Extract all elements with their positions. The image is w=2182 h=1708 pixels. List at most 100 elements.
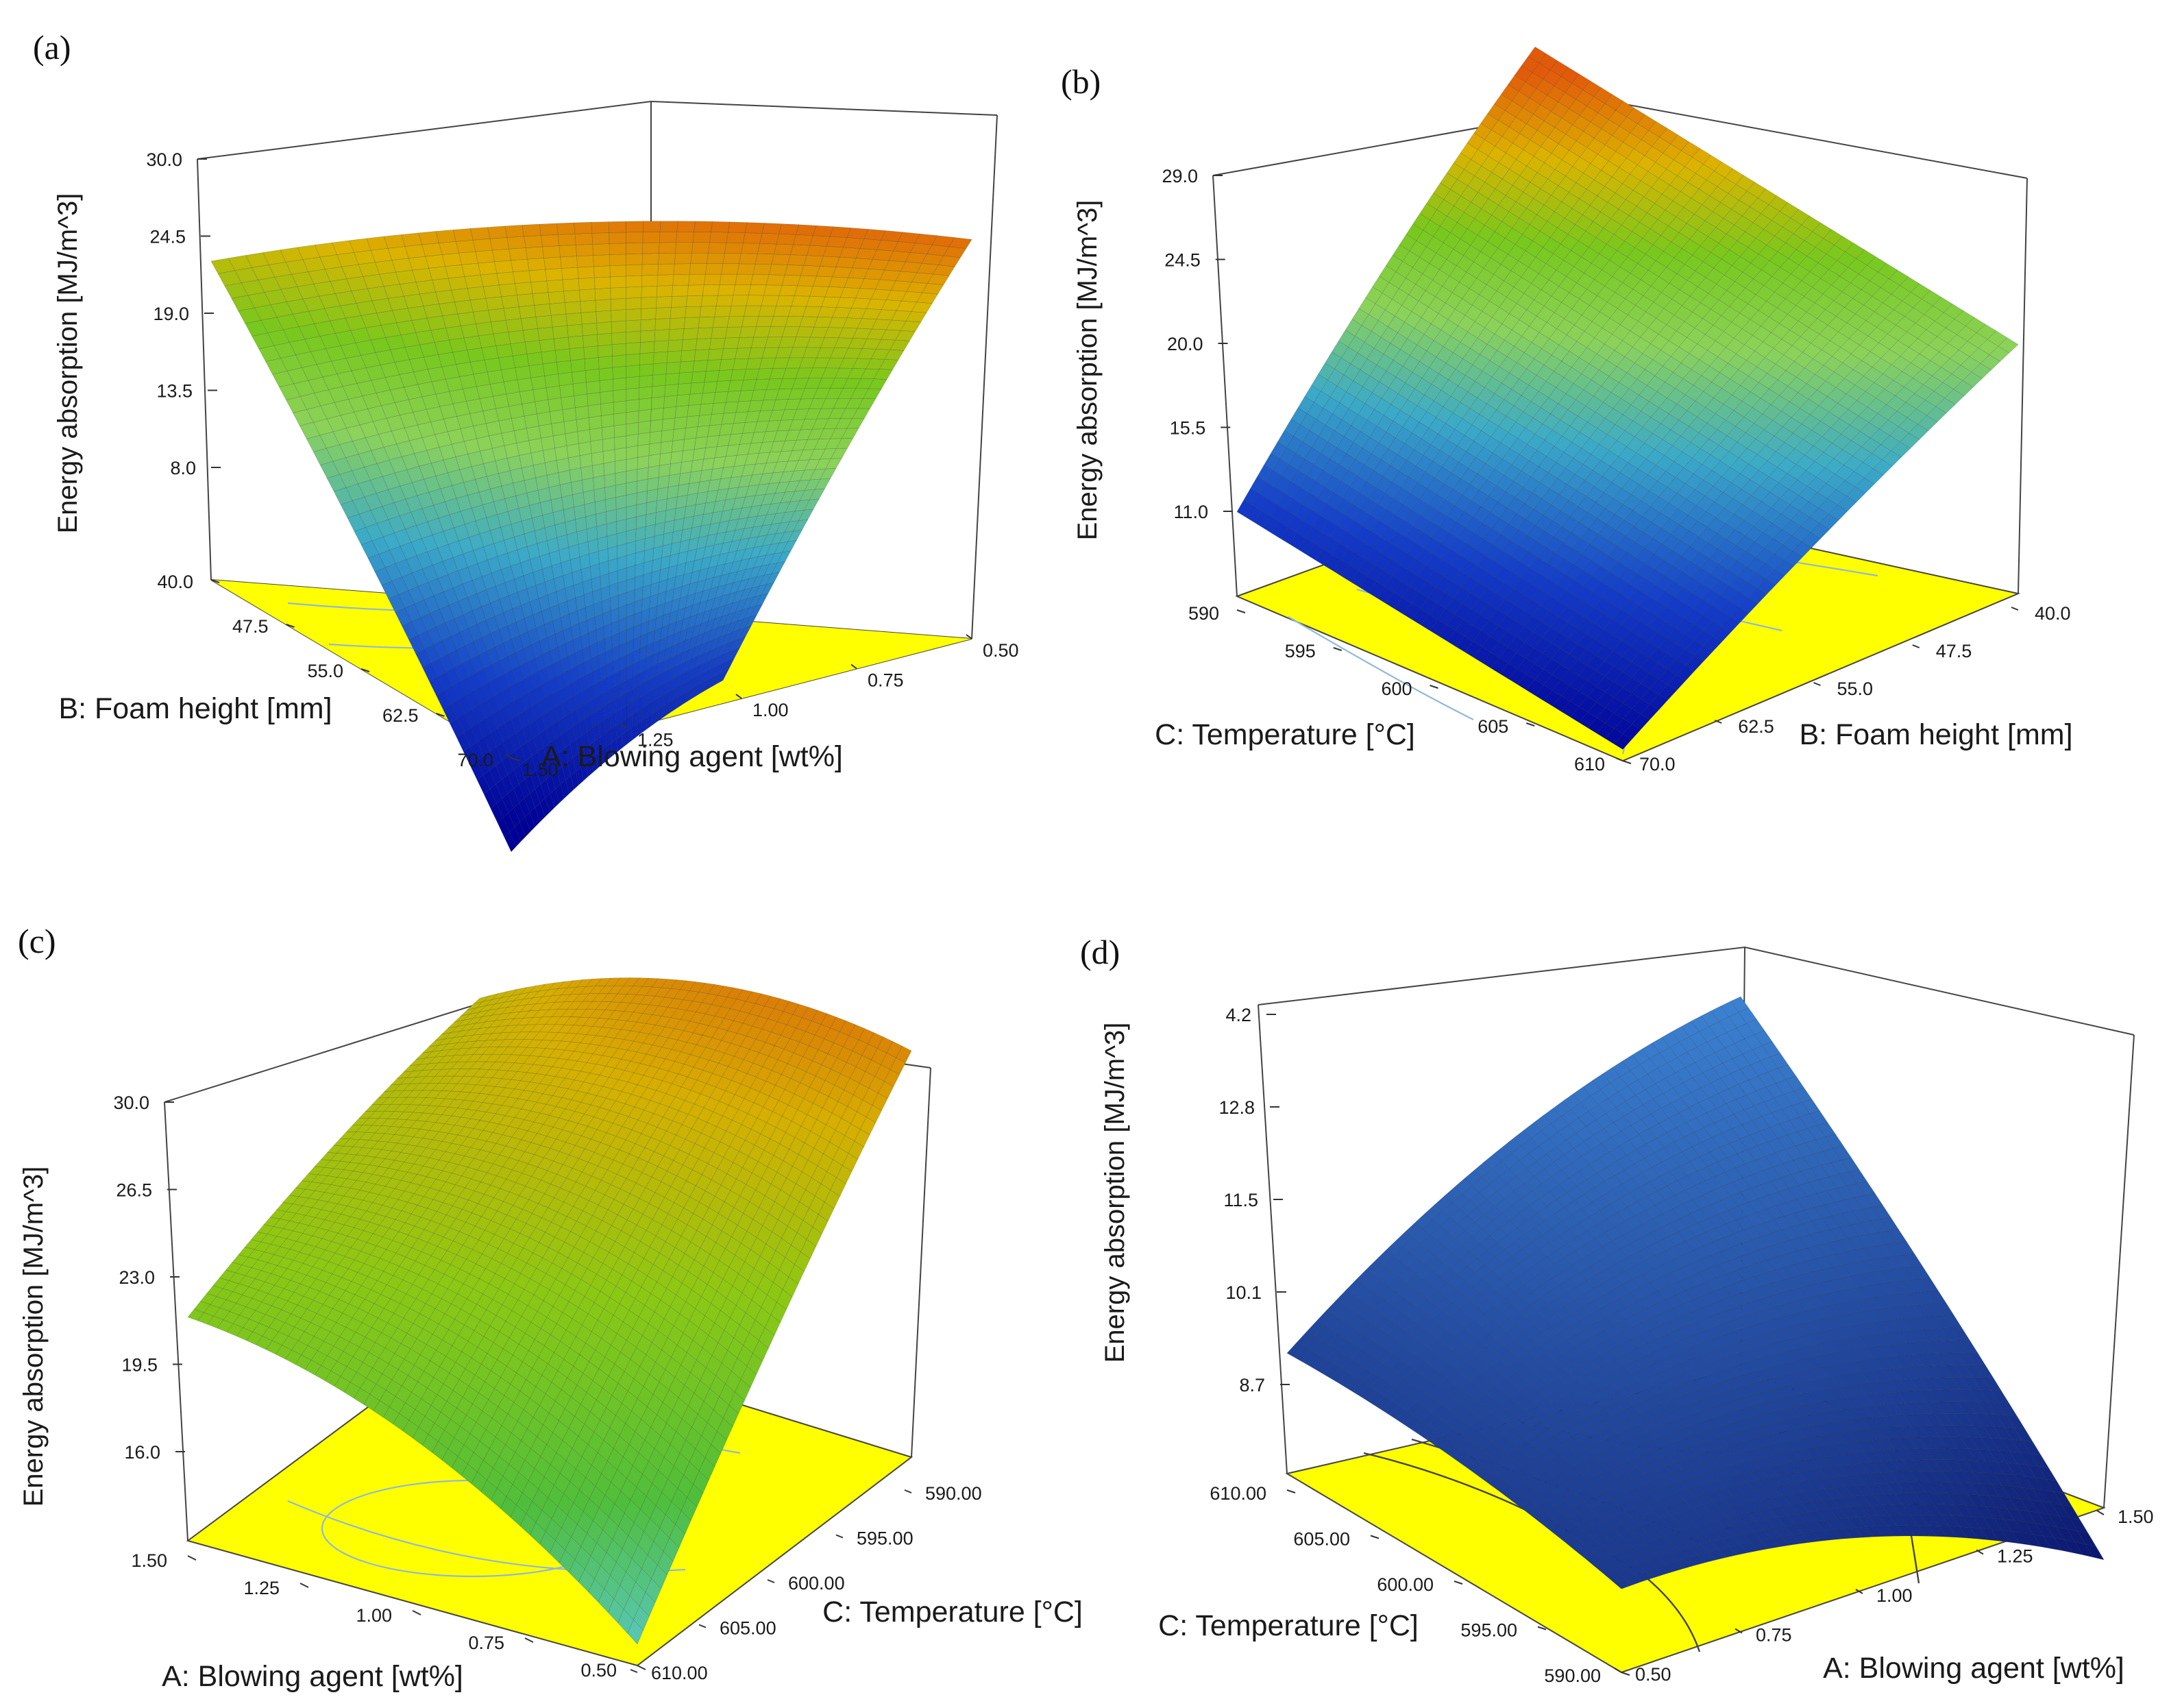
panel-a-surface-cell xyxy=(602,449,615,464)
panel-a-surface-cell xyxy=(593,475,605,490)
panel-a-surface-cell xyxy=(612,354,627,368)
panel-a-surface-cell xyxy=(626,411,639,424)
panel-a-surface-cell xyxy=(626,330,641,344)
panel-a-surface-cell xyxy=(587,404,602,418)
panel-a-surface-cell xyxy=(572,370,587,385)
panel-a-surface-cell xyxy=(659,452,672,466)
panel-a-z-tick-label: 24.5 xyxy=(149,227,186,247)
panel-a-surface-cell xyxy=(765,274,785,286)
panel-a-surface-cell xyxy=(686,295,703,307)
panel-a-surface-cell xyxy=(711,327,728,339)
panel-a-surface-cell xyxy=(592,243,610,256)
panel-a-surface-cell xyxy=(647,476,659,491)
panel-a-surface-cell xyxy=(654,329,670,342)
panel-a-surface-cell xyxy=(524,340,541,354)
panel-a-surface-cell xyxy=(615,494,627,510)
panel-a-surface-cell xyxy=(688,393,703,406)
panel-a-surface-cell xyxy=(636,490,648,505)
panel-a-surface-cell xyxy=(641,253,659,265)
panel-b-z-label: Energy absorption [MJ/m^3] xyxy=(1072,200,1103,541)
panel-a-surface-cell xyxy=(562,407,577,422)
panel-a-surface-cell xyxy=(513,428,529,443)
panel-a-surface-cell xyxy=(709,337,726,350)
panel-a-surface-cell xyxy=(646,500,657,515)
panel-a-surface-cell xyxy=(615,507,627,522)
panel-a-surface-cell xyxy=(683,317,700,329)
panel-a-surface-cell xyxy=(715,295,734,306)
panel-a-surface-cell xyxy=(457,311,476,326)
panel-a-surface-cell xyxy=(461,263,481,277)
panel-a-surface-cell xyxy=(659,242,676,254)
panel-a-surface-cell xyxy=(559,245,577,258)
panel-a-surface-cell xyxy=(695,338,712,350)
panel-a-surface-cell xyxy=(480,273,500,287)
panel-b-y-tick-mark xyxy=(1525,722,1535,727)
panel-a-surface-cell xyxy=(615,483,627,498)
panel-a-surface-cell xyxy=(539,338,556,352)
panel-a-surface-cell xyxy=(763,284,783,296)
panel-a-surface-cell xyxy=(532,387,548,402)
panel-a-surface-cell xyxy=(515,282,533,295)
panel-a-surface-cell xyxy=(626,399,639,413)
panel-a-x-tick-label: 1.00 xyxy=(752,700,789,720)
panel-a-surface-cell xyxy=(757,243,777,255)
panel-a-surface-cell xyxy=(657,285,674,297)
panel-a-surface-cell xyxy=(691,242,710,254)
panel-a-surface-cell xyxy=(755,253,774,265)
panel-a-surface-cell xyxy=(639,341,655,354)
panel-a-surface-cell xyxy=(796,224,817,236)
panel-b-z-tick-label: 11.0 xyxy=(1173,502,1208,522)
panel-a-surface-cell xyxy=(626,319,641,332)
panel-a-surface-cell xyxy=(784,265,805,276)
panel-a-surface-cell xyxy=(501,367,518,382)
panel-a-surface-cell xyxy=(574,221,593,234)
panel-a-surface-cell xyxy=(534,304,552,317)
panel-a-surface-cell xyxy=(432,278,452,293)
panel-a-surface-cell xyxy=(674,252,692,265)
panel-a-surface-cell xyxy=(589,415,602,430)
panel-a-surface-cell xyxy=(445,326,465,341)
panel-a-surface-cell xyxy=(515,365,532,380)
panel-a-surface-cell xyxy=(565,431,579,446)
panel-a-surface-cell xyxy=(583,334,598,347)
panel-a-surface-cell xyxy=(717,369,733,382)
panel-a-surface-cell xyxy=(626,264,643,277)
panel-a-surface-cell xyxy=(603,461,616,476)
panel-a-surface-cell xyxy=(604,473,616,488)
panel-a-surface-cell xyxy=(528,363,545,378)
panel-a-surface-cell xyxy=(546,279,564,293)
panel-a-surface-cell xyxy=(565,301,582,315)
panel-a-surface-cell xyxy=(546,385,561,400)
panel-a-surface-cell xyxy=(671,295,688,308)
panel-a-surface-cell xyxy=(651,396,665,410)
panel-a-surface-cell xyxy=(642,242,660,254)
panel-a-surface-cell xyxy=(657,274,674,286)
panel-a-surface-cell xyxy=(550,313,567,328)
panel-a-surface-cell xyxy=(613,377,627,391)
panel-a-surface-cell xyxy=(659,221,678,232)
panel-a-surface-cell xyxy=(692,232,711,243)
panel-a-surface-cell xyxy=(672,274,690,286)
panel-a-surface-cell xyxy=(657,475,670,489)
panel-a-surface-cell xyxy=(522,401,537,417)
panel-a-surface-cell xyxy=(472,239,493,252)
panel-a-surface-cell xyxy=(562,278,580,291)
panel-a-surface-cell xyxy=(626,446,639,460)
panel-a-surface-cell xyxy=(613,389,627,403)
panel-a-surface-cell xyxy=(435,230,456,243)
panel-a-surface-cell xyxy=(685,415,700,428)
panel-a-surface-cell xyxy=(593,254,611,267)
panel-a-surface-cell xyxy=(539,223,559,236)
panel-a-surface-cell xyxy=(637,443,650,458)
panel-a-surface-cell xyxy=(404,244,426,259)
panel-a-surface-cell xyxy=(495,406,512,422)
panel-a-surface-cell xyxy=(600,390,614,404)
panel-a-surface-cell xyxy=(737,337,755,349)
panel-a-surface-cell xyxy=(615,459,627,474)
panel-a-surface-cell xyxy=(657,487,669,501)
panel-a-surface-cell xyxy=(636,502,648,517)
panel-a-surface-cell xyxy=(563,419,578,435)
panel-a-surface-cell xyxy=(478,261,498,276)
panel-a-surface-cell xyxy=(650,419,663,433)
panel-a-surface-cell xyxy=(594,287,611,301)
